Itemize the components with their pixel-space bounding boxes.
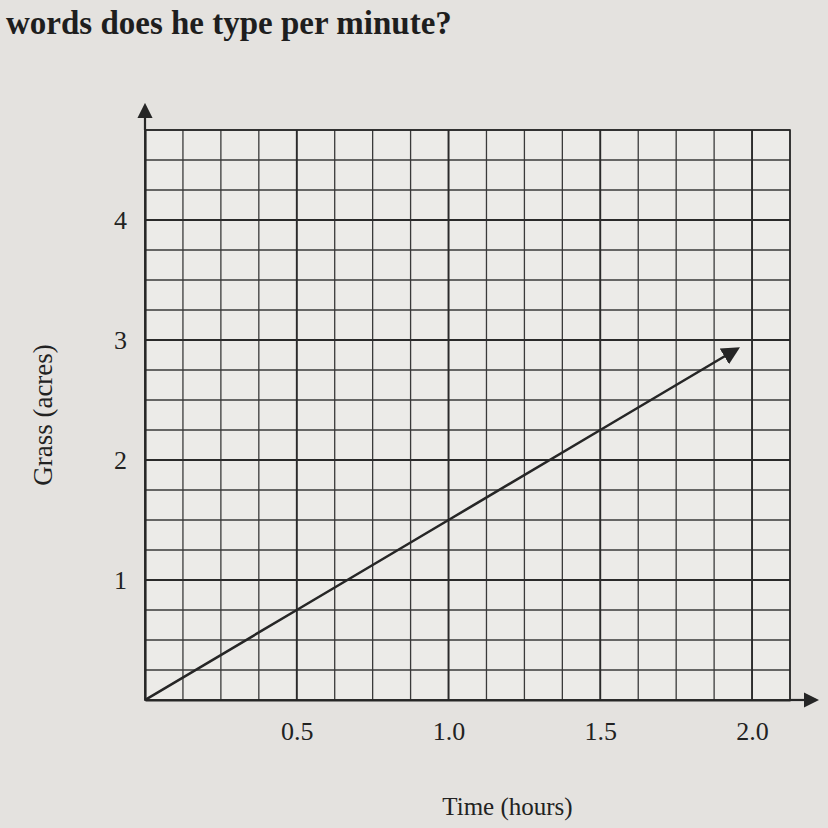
- minor-grid-line: [751, 130, 752, 700]
- x-axis-label: Time (hours): [442, 793, 572, 821]
- grid: [145, 130, 790, 700]
- axis-line: [146, 699, 791, 701]
- grid-line: [145, 219, 790, 221]
- minor-grid-line: [410, 130, 411, 700]
- tick: 1.0: [433, 700, 466, 746]
- annotation: words does he type per minute?: [6, 5, 452, 41]
- axis-arrow: [144, 106, 146, 130]
- minor-grid-line: [524, 130, 525, 700]
- tick-label: 2: [114, 446, 127, 475]
- minor-grid-line: [334, 130, 335, 700]
- chart: words does he type per minute? 0.5 1.0 1.5 2…: [0, 0, 828, 828]
- y-axis-label: Grass (acres): [28, 344, 58, 486]
- minor-grid-line: [296, 130, 297, 700]
- minor-grid-line: [145, 669, 790, 670]
- minor-grid-line: [258, 130, 259, 700]
- x-axis: 0.5 1.0 1.5 2.0: [146, 700, 791, 746]
- tick-label: 2.0: [736, 717, 769, 746]
- tick: 3: [114, 326, 145, 355]
- tick-label: 1: [114, 566, 127, 595]
- axis-arrow: [790, 699, 816, 701]
- minor-grid-line: [600, 130, 601, 700]
- minor-grid-line: [713, 130, 714, 700]
- minor-grid-line: [145, 219, 790, 220]
- minor-grid-line: [145, 609, 790, 610]
- marks: [145, 349, 737, 700]
- tick: 1: [114, 566, 145, 595]
- plot-background: [145, 130, 790, 700]
- minor-grid-line: [145, 519, 790, 520]
- minor-grid-line: [486, 130, 487, 700]
- minor-grid-line: [145, 159, 790, 160]
- minor-grid-line: [144, 130, 145, 700]
- data-line: [145, 349, 737, 700]
- minor-grid-line: [638, 130, 639, 700]
- minor-grid-line: [145, 549, 790, 550]
- tick-label: 1.5: [585, 717, 618, 746]
- axis-line: [144, 131, 146, 701]
- minor-grid-line: [145, 459, 790, 460]
- grid-line: [599, 130, 601, 700]
- minor-grid-line: [145, 369, 790, 370]
- minor-grid-line: [220, 130, 221, 700]
- minor-grid-line: [562, 130, 563, 700]
- minor-grid-line: [145, 249, 790, 250]
- minor-grid-line: [372, 130, 373, 700]
- minor-grid-line: [145, 429, 790, 430]
- tick: 2: [114, 446, 145, 475]
- tick: 1.5: [585, 700, 618, 746]
- grid-line: [145, 339, 790, 341]
- minor-grid-line: [145, 579, 790, 580]
- tick-label: 0.5: [281, 717, 314, 746]
- minor-grid-line: [145, 339, 790, 340]
- minor-grid-line: [145, 639, 790, 640]
- tick-label: 3: [114, 326, 127, 355]
- tick: 4: [114, 206, 145, 235]
- minor-grid-line: [145, 489, 790, 490]
- tick-label: 4: [114, 206, 127, 235]
- grid-line: [296, 130, 298, 700]
- minor-grid-line: [145, 279, 790, 280]
- grid-line: [751, 130, 753, 700]
- y-axis: 1 2 3 4: [114, 131, 146, 701]
- tick: 2.0: [736, 700, 769, 746]
- minor-grid-line: [676, 130, 677, 700]
- grid-line: [145, 459, 790, 461]
- plot-frame: [145, 130, 790, 700]
- tick-label: 1.0: [433, 717, 466, 746]
- minor-grid-line: [182, 130, 183, 700]
- grid-line: [448, 130, 450, 700]
- minor-grid-line: [448, 130, 449, 700]
- minor-grid-line: [145, 699, 790, 700]
- minor-grid-line: [145, 399, 790, 400]
- minor-grid-line: [145, 189, 790, 190]
- grid-line: [145, 579, 790, 581]
- minor-grid-line: [145, 309, 790, 310]
- tick: 0.5: [281, 700, 314, 746]
